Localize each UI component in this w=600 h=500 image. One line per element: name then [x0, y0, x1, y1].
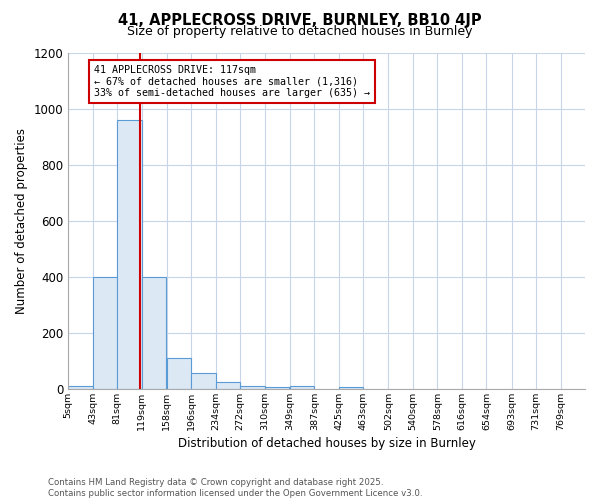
Bar [68, 386, 92, 389]
Y-axis label: Number of detached properties: Number of detached properties [15, 128, 28, 314]
Bar [339, 386, 364, 389]
X-axis label: Distribution of detached houses by size in Burnley: Distribution of detached houses by size … [178, 437, 476, 450]
Bar [167, 358, 191, 389]
Bar [216, 382, 240, 389]
Bar [240, 386, 265, 389]
Bar [290, 386, 314, 389]
Text: Contains HM Land Registry data © Crown copyright and database right 2025.
Contai: Contains HM Land Registry data © Crown c… [48, 478, 422, 498]
Text: 41 APPLECROSS DRIVE: 117sqm
← 67% of detached houses are smaller (1,316)
33% of : 41 APPLECROSS DRIVE: 117sqm ← 67% of det… [94, 65, 370, 98]
Text: Size of property relative to detached houses in Burnley: Size of property relative to detached ho… [127, 25, 473, 38]
Bar [117, 120, 142, 389]
Bar [92, 277, 117, 389]
Bar [191, 374, 216, 389]
Bar [265, 386, 289, 389]
Bar [142, 277, 166, 389]
Text: 41, APPLECROSS DRIVE, BURNLEY, BB10 4JP: 41, APPLECROSS DRIVE, BURNLEY, BB10 4JP [118, 12, 482, 28]
